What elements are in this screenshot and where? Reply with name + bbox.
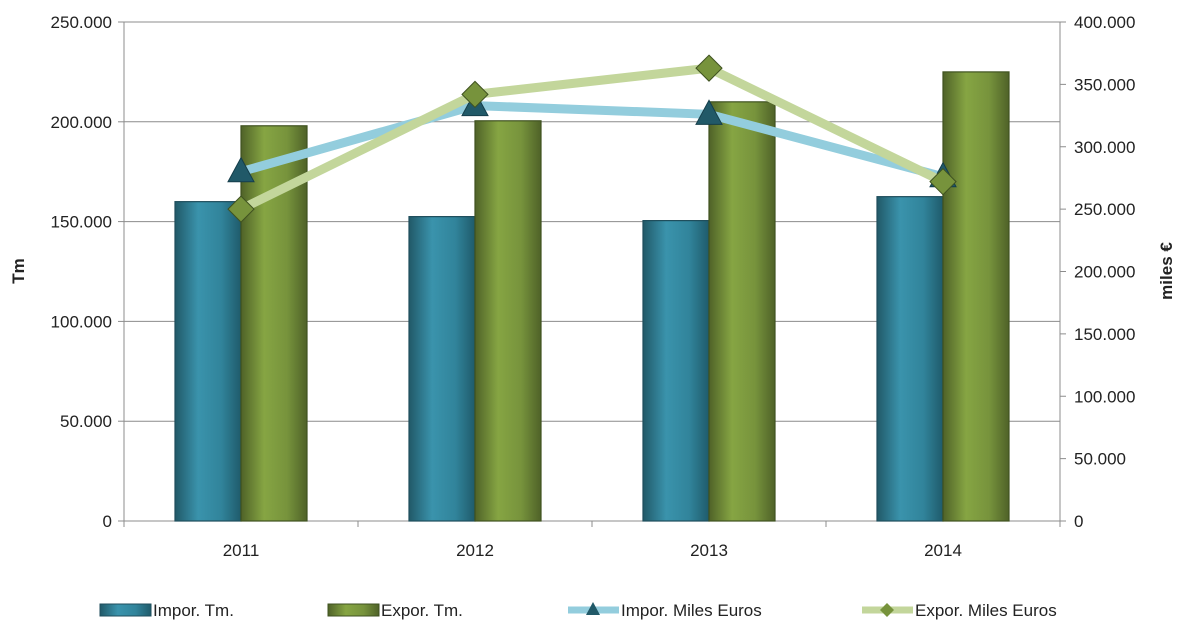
legend-swatch	[99, 603, 152, 617]
legend-swatch	[327, 603, 380, 617]
bar	[708, 101, 776, 522]
diamond-marker	[461, 80, 489, 109]
legend-triangle-marker	[586, 602, 600, 615]
bar	[174, 201, 242, 522]
left-axis-tick-label: 200.000	[51, 113, 112, 132]
right-axis-tick-label: 250.000	[1074, 200, 1135, 219]
series-line	[236, 63, 948, 214]
diamond-marker	[695, 54, 723, 82]
bar	[642, 220, 710, 522]
right-axis-title: miles €	[1157, 242, 1176, 300]
line-series	[227, 54, 957, 223]
bar	[942, 71, 1010, 522]
right-axis-tick-label: 200.000	[1074, 263, 1135, 282]
legend-label: Impor. Miles Euros	[621, 601, 762, 620]
left-axis-title: Tm	[9, 258, 28, 284]
bar	[408, 216, 476, 522]
x-axis-tick-label: 2014	[924, 541, 962, 560]
legend-diamond-marker	[880, 603, 894, 617]
right-axis-tick-label: 100.000	[1074, 387, 1135, 406]
series-line	[236, 101, 948, 182]
tick-labels: 0 50.000 100.000 150.000 200.000 250.000 0 50.0…	[51, 13, 1136, 560]
legend-label: Impor. Tm.	[153, 601, 234, 620]
right-axis-tick-label: 150.000	[1074, 325, 1135, 344]
diamond-marker	[227, 195, 255, 223]
x-axis-tick-label: 2011	[223, 541, 260, 560]
bar	[876, 196, 944, 522]
x-axis-tick-label: 2012	[456, 541, 494, 560]
bar-series	[174, 71, 1010, 522]
x-axis-tick-label: 2013	[690, 541, 728, 560]
right-axis-tick-label: 400.000	[1074, 13, 1135, 32]
left-axis-tick-label: 50.000	[60, 412, 112, 431]
right-axis-tick-label: 350.000	[1074, 75, 1135, 94]
left-axis-tick-label: 150.000	[51, 213, 112, 232]
bar	[474, 120, 542, 522]
triangle-marker	[695, 99, 723, 125]
triangle-marker	[227, 156, 255, 183]
right-axis-tick-label: 300.000	[1074, 138, 1135, 157]
legend-label: Expor. Miles Euros	[915, 601, 1057, 620]
left-axis-tick-label: 250.000	[51, 13, 112, 32]
legend-label: Expor. Tm.	[381, 601, 463, 620]
left-axis-tick-label: 100.000	[51, 312, 112, 331]
right-axis-tick-label: 0	[1074, 512, 1083, 531]
legend: Impor. Tm. Expor. Tm. Impor. Miles Euros Ex…	[99, 601, 1057, 620]
right-axis-tick-label: 50.000	[1074, 450, 1126, 469]
diamond-marker	[929, 167, 957, 196]
left-axis-tick-label: 0	[103, 512, 112, 531]
